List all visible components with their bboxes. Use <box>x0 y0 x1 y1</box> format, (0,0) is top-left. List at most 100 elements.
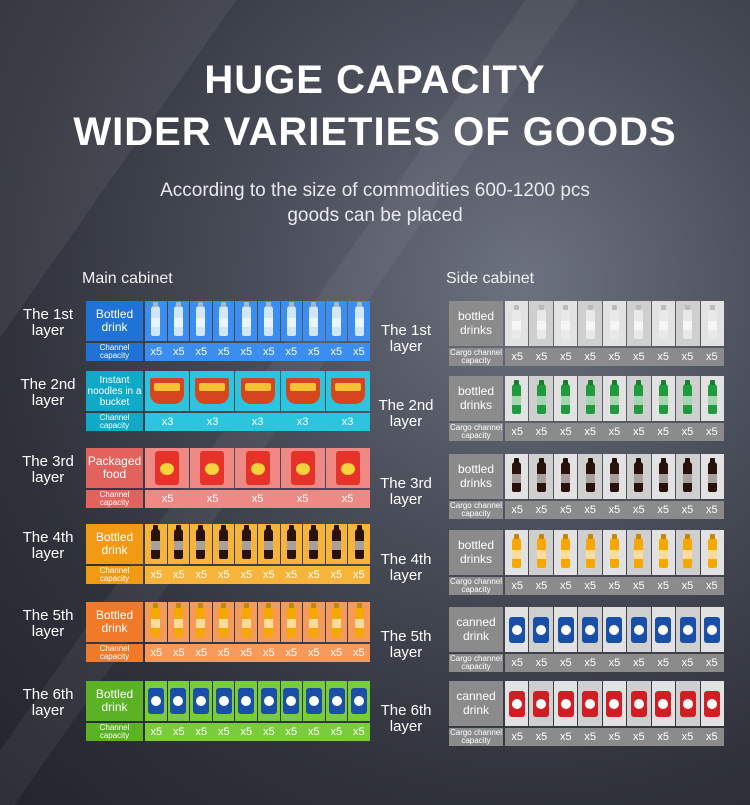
side-layer-label: The 2nd layer <box>376 398 436 430</box>
side-capacity-count: x5 <box>535 580 548 592</box>
main-capacity-count: x5 <box>307 569 320 581</box>
cola-bottle-icon <box>151 529 161 559</box>
side-product-slot <box>700 607 724 652</box>
orange-soda-bottle-icon <box>196 607 206 637</box>
blue-soda-can-icon <box>630 616 647 643</box>
cola-bottle-icon <box>658 461 668 492</box>
side-layer-label: The 1st layer <box>376 323 436 355</box>
side-product-slot <box>578 681 602 726</box>
main-capacity-count: x5 <box>217 346 230 358</box>
side-capacity-row: x5 x5 x5 x5 x5 x5 x5 x5 x5 <box>505 654 724 672</box>
blue-soda-can-icon <box>704 616 721 643</box>
blue-soda-can-icon <box>508 616 525 643</box>
water-bottle-icon <box>219 306 229 336</box>
blue-soda-can-icon <box>606 616 623 643</box>
tea-bottle-icon <box>561 308 571 339</box>
red-soda-can-icon <box>704 690 721 717</box>
orange-soda-bottle-icon <box>151 607 161 637</box>
lemon-soda-bottle-icon <box>585 383 595 414</box>
main-product-name: Bottled drink <box>86 301 143 341</box>
main-capacity-count: x3 <box>341 416 354 428</box>
side-product-slot <box>676 530 700 575</box>
tea-bottle-icon <box>683 308 693 339</box>
main-capacity-label: Channel capacity <box>86 490 143 508</box>
side-product-slot <box>651 301 676 346</box>
main-capacity-count: x5 <box>285 726 298 738</box>
side-product-slot <box>700 376 724 421</box>
main-capacity-count: x3 <box>296 416 309 428</box>
main-layer-label: The 1st layer <box>18 307 78 339</box>
side-capacity-count: x5 <box>705 504 718 516</box>
side-capacity-row: x5 x5 x5 x5 x5 x5 x5 x5 x5 <box>505 423 724 441</box>
side-product-slot <box>578 301 602 346</box>
red-soda-can-icon <box>533 690 550 717</box>
main-capacity-count: x5 <box>330 569 343 581</box>
side-product-slot <box>578 376 602 421</box>
main-product-row <box>145 602 370 642</box>
chips-bag-icon <box>335 451 360 485</box>
layer-label-line2: layer <box>31 702 65 719</box>
side-product-slot <box>676 376 700 421</box>
side-capacity-count: x5 <box>560 731 572 743</box>
side-capacity-count: x5 <box>584 426 596 438</box>
main-capacity-count: x5 <box>240 346 253 358</box>
side-capacity-count: x5 <box>511 657 523 669</box>
side-capacity-count: x5 <box>511 426 523 438</box>
side-capacity-count: x5 <box>632 580 645 592</box>
red-soda-can-icon <box>655 690 672 717</box>
main-product-slot <box>235 681 257 721</box>
cola-bottle-icon <box>309 529 319 559</box>
side-product-slot <box>529 607 553 652</box>
main-product-row <box>145 524 370 564</box>
side-capacity-count: x5 <box>560 580 572 592</box>
main-product-slot <box>145 371 190 411</box>
layer-label-line2: layer <box>389 567 423 584</box>
main-product-name: Instant noodles in a bucket <box>86 371 143 411</box>
side-capacity-count: x5 <box>657 657 669 669</box>
lemon-soda-bottle-icon <box>683 383 693 414</box>
side-product-slot <box>578 607 602 652</box>
main-product-slot <box>190 524 212 564</box>
main-product-slot <box>303 301 325 341</box>
side-product-slot <box>627 607 651 652</box>
lemon-soda-bottle-icon <box>658 383 668 414</box>
main-capacity-count: x5 <box>296 493 309 505</box>
orange-soda-bottle-icon <box>512 537 522 568</box>
main-capacity-label: Channel capacity <box>86 566 143 584</box>
main-product-slot <box>325 371 371 411</box>
side-product-slot <box>602 681 627 726</box>
subtitle-line1: According to the size of commodities 600… <box>160 180 590 201</box>
side-capacity-count: x5 <box>511 504 523 516</box>
orange-soda-bottle-icon <box>585 537 595 568</box>
main-capacity-count: x3 <box>206 416 219 428</box>
main-capacity-count: x5 <box>352 346 365 358</box>
lemon-soda-bottle-icon <box>634 383 644 414</box>
side-layer-label: The 6th layer <box>376 703 436 735</box>
main-product-slot <box>325 301 348 341</box>
main-product-row <box>145 681 370 721</box>
main-capacity-count: x5 <box>161 493 174 505</box>
main-capacity-count: x5 <box>150 647 163 659</box>
main-capacity-count: x3 <box>251 416 264 428</box>
side-product-slot <box>578 454 602 499</box>
cola-bottle-icon <box>561 461 571 492</box>
main-product-slot <box>257 681 280 721</box>
red-soda-can-icon <box>582 690 599 717</box>
soda-can-icon <box>147 688 164 714</box>
layer-label-line2: layer <box>31 623 65 640</box>
main-capacity-count: x5 <box>172 647 185 659</box>
layer-label-line1: The 6th <box>380 702 432 719</box>
side-product-row <box>505 301 724 346</box>
side-capacity-count: x5 <box>681 657 694 669</box>
water-bottle-icon <box>354 306 364 336</box>
water-bottle-icon <box>264 306 274 336</box>
side-product-slot <box>627 681 651 726</box>
cola-bottle-icon <box>219 529 229 559</box>
main-product-slot <box>235 371 280 411</box>
main-capacity-row: x5 x5 x5 x5 x5 x5 x5 x5 x5 x5 <box>145 723 370 741</box>
side-capacity-count: x5 <box>584 731 596 743</box>
soda-can-icon <box>215 688 232 714</box>
side-product-slot <box>651 681 676 726</box>
main-capacity-count: x5 <box>240 647 253 659</box>
side-product-slot <box>627 376 651 421</box>
